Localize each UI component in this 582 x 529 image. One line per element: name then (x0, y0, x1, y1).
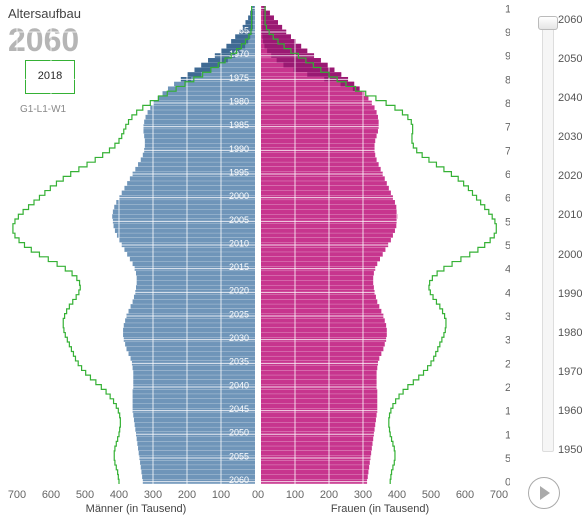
svg-text:5: 5 (505, 453, 510, 465)
svg-text:45: 45 (505, 264, 510, 276)
svg-text:0: 0 (258, 489, 264, 501)
svg-text:2000: 2000 (229, 191, 249, 201)
slider-handle[interactable] (538, 16, 558, 30)
svg-text:80: 80 (505, 98, 510, 110)
svg-text:Männer (in Tausend): Männer (in Tausend) (86, 503, 187, 515)
slider-track[interactable] (542, 20, 554, 452)
svg-text:300: 300 (354, 489, 372, 501)
play-button[interactable] (528, 477, 560, 509)
svg-text:30: 30 (505, 335, 510, 347)
svg-text:1965: 1965 (229, 25, 249, 35)
slider-tick: 1960 (558, 405, 582, 417)
svg-text:40: 40 (505, 287, 510, 299)
svg-text:2045: 2045 (229, 404, 249, 414)
svg-text:95: 95 (505, 27, 510, 39)
svg-text:0: 0 (505, 477, 510, 489)
svg-text:60: 60 (505, 193, 510, 205)
year-slider[interactable]: 2060205020402030202020102000199019801970… (528, 10, 566, 460)
svg-text:15: 15 (505, 406, 510, 418)
pyramid-chart: 0 0 100 100 200 200 300 300 400 400 500 500 600 600 70… (0, 0, 510, 529)
svg-text:200: 200 (178, 489, 196, 501)
svg-text:1975: 1975 (229, 73, 249, 83)
svg-text:75: 75 (505, 122, 510, 134)
svg-text:1990: 1990 (229, 144, 249, 154)
svg-text:2015: 2015 (229, 262, 249, 272)
svg-text:2005: 2005 (229, 215, 249, 225)
svg-text:700: 700 (490, 489, 508, 501)
svg-text:600: 600 (42, 489, 60, 501)
svg-text:2055: 2055 (229, 451, 249, 461)
svg-text:100: 100 (212, 489, 230, 501)
svg-text:2020: 2020 (229, 286, 249, 296)
svg-text:70: 70 (505, 145, 510, 157)
svg-text:2050: 2050 (229, 428, 249, 438)
svg-text:200: 200 (320, 489, 338, 501)
svg-text:20: 20 (505, 382, 510, 394)
svg-text:500: 500 (76, 489, 94, 501)
slider-tick: 2030 (558, 131, 582, 143)
svg-text:2010: 2010 (229, 238, 249, 248)
svg-text:1960: 1960 (229, 2, 249, 12)
svg-text:100: 100 (505, 3, 510, 15)
slider-tick: 2040 (558, 92, 582, 104)
svg-text:10: 10 (505, 429, 510, 441)
svg-text:500: 500 (422, 489, 440, 501)
slider-tick: 2010 (558, 209, 582, 221)
svg-text:85: 85 (505, 74, 510, 86)
svg-text:50: 50 (505, 240, 510, 252)
slider-tick: 1950 (558, 444, 582, 456)
svg-text:55: 55 (505, 216, 510, 228)
slider-tick: 2060 (558, 14, 582, 26)
svg-text:65: 65 (505, 169, 510, 181)
svg-text:2030: 2030 (229, 333, 249, 343)
svg-text:1985: 1985 (229, 120, 249, 130)
svg-text:25: 25 (505, 358, 510, 370)
svg-text:Frauen (in Tausend): Frauen (in Tausend) (331, 503, 429, 515)
slider-tick: 2050 (558, 53, 582, 65)
svg-text:400: 400 (110, 489, 128, 501)
slider-tick: 2020 (558, 170, 582, 182)
slider-tick: 1970 (558, 366, 582, 378)
svg-text:2060: 2060 (229, 475, 249, 485)
svg-text:100: 100 (286, 489, 304, 501)
svg-text:90: 90 (505, 51, 510, 63)
svg-text:1980: 1980 (229, 96, 249, 106)
svg-text:700: 700 (8, 489, 26, 501)
svg-text:1970: 1970 (229, 49, 249, 59)
svg-text:1995: 1995 (229, 167, 249, 177)
slider-tick: 2000 (558, 249, 582, 261)
slider-tick: 1990 (558, 288, 582, 300)
svg-text:2035: 2035 (229, 357, 249, 367)
svg-text:400: 400 (388, 489, 406, 501)
svg-text:600: 600 (456, 489, 474, 501)
svg-text:35: 35 (505, 311, 510, 323)
slider-tick: 1980 (558, 327, 582, 339)
svg-text:300: 300 (144, 489, 162, 501)
svg-text:2025: 2025 (229, 309, 249, 319)
svg-text:2040: 2040 (229, 380, 249, 390)
